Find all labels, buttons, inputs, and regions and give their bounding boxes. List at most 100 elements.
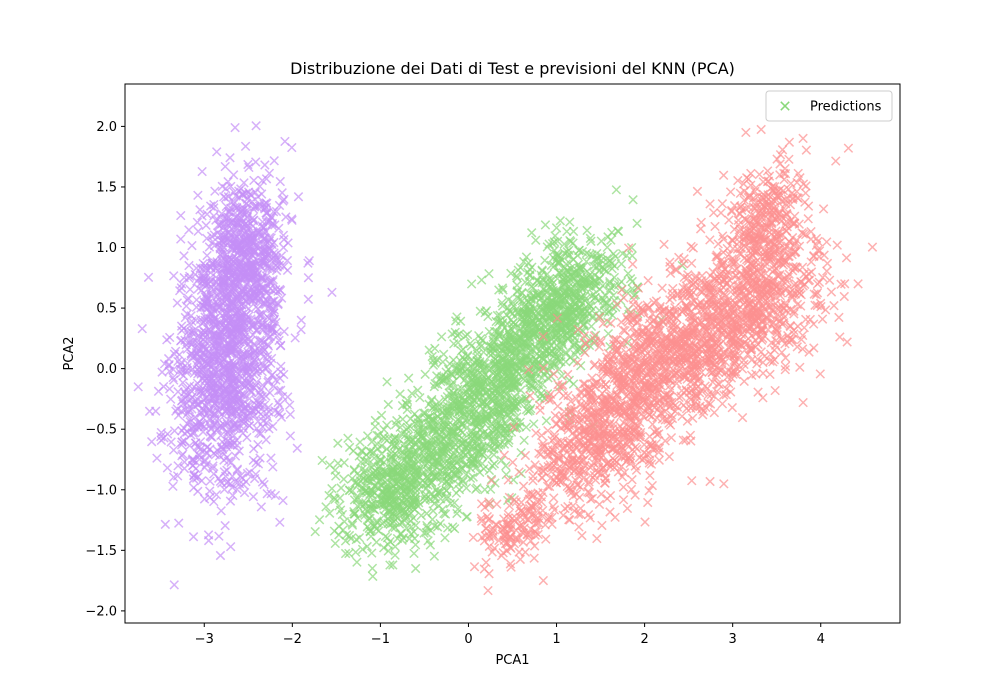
data-point-series-1 <box>259 479 269 490</box>
data-point-series-1 <box>243 405 254 416</box>
data-point-series-1 <box>236 362 247 373</box>
data-point-series-1 <box>187 455 197 466</box>
data-point-series-1 <box>278 369 289 380</box>
data-point-series-1 <box>199 494 210 504</box>
data-point-series-1 <box>209 351 219 361</box>
data-point-series-1 <box>194 366 204 376</box>
data-point-series-1 <box>178 377 188 388</box>
data-point-series-1 <box>176 210 186 221</box>
data-point-series-1 <box>174 285 185 296</box>
data-point-series-1 <box>228 170 239 180</box>
data-point-series-1 <box>206 423 217 433</box>
data-point-series-1 <box>173 410 184 421</box>
data-point-series-1 <box>230 451 241 461</box>
data-point-series-1 <box>261 435 271 445</box>
data-point-series-1 <box>185 414 195 424</box>
data-point-series-1 <box>303 258 313 268</box>
data-point-series-1 <box>219 322 230 333</box>
data-point-series-1 <box>248 491 259 502</box>
data-point-series-1 <box>158 381 169 392</box>
data-point-series-1 <box>229 420 239 430</box>
data-point-series-1 <box>257 335 267 346</box>
data-point-series-1 <box>193 486 203 497</box>
data-point-series-1 <box>205 476 215 486</box>
data-point-series-1 <box>168 481 178 492</box>
data-point-series-1 <box>198 405 209 416</box>
data-point-series-1 <box>187 428 198 438</box>
data-point-series-1 <box>187 336 198 346</box>
data-point-series-1 <box>177 325 187 336</box>
data-point-series-1 <box>275 517 285 528</box>
data-point-series-1 <box>255 399 266 409</box>
data-point-series-1 <box>268 462 278 472</box>
data-point-series-1 <box>169 580 179 590</box>
data-point-series-1 <box>226 457 236 468</box>
data-point-series-1 <box>163 353 174 364</box>
data-point-series-1 <box>254 428 264 438</box>
data-point-series-1 <box>240 141 251 152</box>
data-point-series-1 <box>239 363 249 374</box>
data-point-series-1 <box>211 147 222 157</box>
data-point-series-1 <box>290 333 300 343</box>
data-point-series-1 <box>241 476 251 487</box>
data-point-series-1 <box>185 284 195 295</box>
data-point-series-1 <box>166 437 176 447</box>
data-point-series-1 <box>137 323 147 334</box>
data-point-series-1 <box>193 472 203 482</box>
data-point-series-1 <box>257 422 268 432</box>
data-point-series-1 <box>192 217 203 228</box>
data-point-series-1 <box>220 368 230 378</box>
data-point-series-1 <box>178 449 188 459</box>
data-point-series-1 <box>211 489 222 500</box>
data-point-series-1 <box>181 301 192 311</box>
data-point-series-1 <box>278 495 288 506</box>
data-point-series-1 <box>239 487 250 498</box>
data-point-series-1 <box>246 387 257 398</box>
data-point-series-1 <box>169 426 180 436</box>
data-point-series-1 <box>164 384 175 394</box>
data-point-series-1 <box>179 457 190 467</box>
data-point-series-1 <box>268 421 278 432</box>
data-point-series-1 <box>184 225 194 235</box>
data-point-series-1 <box>215 550 226 561</box>
data-point-series-1 <box>277 391 288 402</box>
data-point-series-1 <box>183 293 193 304</box>
data-point-series-1 <box>245 467 255 478</box>
data-point-series-1 <box>173 387 183 397</box>
data-point-series-1 <box>159 359 170 369</box>
data-point-series-1 <box>262 362 273 373</box>
data-point-series-1 <box>179 428 190 439</box>
data-point-series-1 <box>275 385 286 396</box>
data-point-series-1 <box>220 520 230 531</box>
data-point-series-1 <box>197 318 207 329</box>
data-point-series-1 <box>190 438 201 448</box>
data-point-series-1 <box>210 319 221 330</box>
data-point-series-1 <box>230 477 241 487</box>
data-point-series-1 <box>268 381 279 391</box>
data-point-series-1 <box>191 295 202 305</box>
data-point-series-1 <box>282 255 293 266</box>
data-point-series-1 <box>151 406 161 416</box>
data-point-series-1 <box>209 469 219 479</box>
data-point-series-1 <box>253 459 264 469</box>
data-point-series-1 <box>176 440 187 450</box>
chart-title: Distribuzione dei Dati di Test e previsi… <box>290 59 735 78</box>
data-point-series-1 <box>262 488 272 499</box>
data-point-series-1 <box>168 364 179 375</box>
data-point-series-1 <box>162 463 173 473</box>
data-point-series-1 <box>229 360 240 371</box>
data-point-series-1 <box>251 405 262 415</box>
data-point-series-1 <box>182 365 192 376</box>
data-point-series-1 <box>285 431 296 441</box>
data-point-series-1 <box>188 474 199 484</box>
data-point-series-1 <box>280 136 290 147</box>
data-point-series-1 <box>165 394 176 404</box>
data-point-series-1 <box>279 326 289 337</box>
data-point-series-1 <box>185 271 195 282</box>
data-point-series-1 <box>210 398 220 408</box>
data-point-series-1 <box>174 518 184 528</box>
data-point-series-1 <box>199 462 210 473</box>
data-point-series-1 <box>168 472 179 482</box>
data-point-series-1 <box>253 439 263 450</box>
data-point-series-1 <box>218 362 229 373</box>
